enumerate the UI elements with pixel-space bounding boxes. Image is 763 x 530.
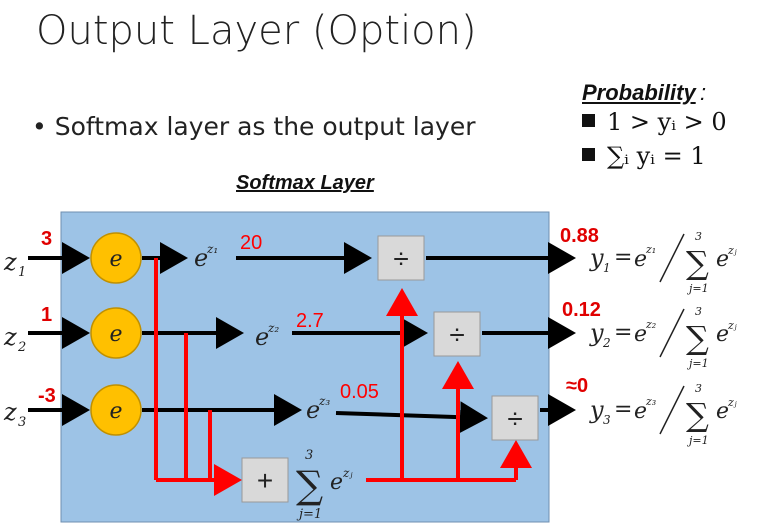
input-value-3: -3 (38, 385, 56, 407)
output-formula-2: y 2 = e z₂ ∑ 3 j=1 e zⱼ (589, 305, 737, 370)
output-sum-3: ∑ (686, 396, 709, 434)
output-sum-1: ∑ (686, 244, 709, 282)
output-den-sup-3: zⱼ (727, 396, 737, 409)
output-sum-2: ∑ (686, 319, 709, 357)
output-den-e-1: e (716, 247, 729, 272)
exp-node-label-3: e (109, 399, 122, 424)
exp-label-2: e (255, 323, 269, 351)
bullet-text: • Softmax layer as the output layer (32, 112, 476, 141)
output-num-e-3: e (634, 399, 647, 424)
input-z1-sub: 1 (18, 265, 26, 280)
output-y2-sub: 2 (602, 336, 611, 350)
input-z3-sub: 3 (18, 415, 26, 430)
sum-sign: ∑ (296, 463, 323, 507)
input-z2-sub: 2 (17, 340, 26, 355)
output-num-sup-2: z₂ (645, 318, 656, 331)
output-y3: y (589, 396, 604, 424)
output-prob-1: 0.88 (560, 225, 599, 247)
output-eq-1: = (614, 245, 632, 270)
probability-item-1: 1 > yᵢ > 0 (582, 108, 727, 136)
output-num-sup-1: z₁ (645, 243, 656, 256)
divide-box-3 (491, 395, 539, 441)
exp-node-label-1: e (109, 247, 122, 272)
output-sum-upper-3: 3 (695, 382, 702, 395)
sum-term-sup: zⱼ (342, 466, 353, 480)
sum-upper: 3 (305, 448, 313, 463)
output-den-sup-1: zⱼ (727, 244, 737, 257)
exp-node-2 (90, 307, 142, 359)
exp-label-3: e (306, 396, 320, 424)
output-num-e-1: e (634, 247, 647, 272)
exp-value-3: 0.05 (340, 381, 379, 403)
output-eq-3: = (614, 397, 632, 422)
sum-term: e (330, 470, 343, 495)
divide-symbol-2: ÷ (449, 319, 464, 350)
exp-value-1: 20 (240, 232, 262, 254)
divide-box-1 (377, 235, 425, 281)
input-z2: z (3, 323, 17, 351)
output-y1: y (589, 244, 604, 272)
output-eq-2: = (614, 320, 632, 345)
output-sum-lower-2: j=1 (686, 357, 709, 370)
bullet-label: Softmax layer as the output layer (54, 112, 476, 141)
exp-label-1: e (194, 244, 208, 272)
input-value-1: 3 (41, 228, 52, 250)
plus-symbol: + (257, 465, 273, 496)
output-y2: y (589, 319, 604, 347)
page-title: Output Layer (Option) (36, 8, 477, 54)
exp-node-1 (90, 232, 142, 284)
input-z1: z (3, 248, 17, 276)
output-num-sup-3: z₃ (645, 395, 656, 408)
sum-lower: j=1 (296, 507, 322, 522)
output-den-sup-2: zⱼ (727, 319, 737, 332)
divide-symbol-1: ÷ (393, 243, 408, 274)
output-sum-upper-1: 3 (695, 230, 702, 243)
exp-value-2: 2.7 (296, 310, 324, 332)
output-num-e-2: e (634, 322, 647, 347)
output-prob-3: ≈0 (566, 375, 588, 397)
divide-box-2 (433, 311, 481, 357)
exp-node-label-2: e (109, 322, 122, 347)
sum-wiring (154, 258, 532, 496)
exp-node-3 (90, 384, 142, 436)
divide-symbol-3: ÷ (507, 403, 522, 434)
output-sum-lower-3: j=1 (686, 434, 709, 447)
output-sum-lower-1: j=1 (686, 282, 709, 295)
softmax-layer-title: Softmax Layer (236, 172, 374, 194)
probability-colon: : (700, 80, 707, 105)
output-formula-1: y 1 = e z₁ ∑ 3 j=1 e zⱼ (589, 230, 737, 295)
output-y1-sub: 1 (603, 261, 611, 275)
output-formula-3: y 3 = e z₃ ∑ 3 j=1 e zⱼ (589, 382, 737, 447)
exp-label-1-sup: z₁ (206, 242, 218, 256)
exp-label-3-sup: z₃ (318, 394, 330, 408)
exp-label-2-sup: z₂ (267, 321, 279, 335)
probability-title: Probability (582, 80, 696, 105)
input-z3: z (3, 398, 17, 426)
output-sum-upper-2: 3 (695, 305, 702, 318)
sum-box (241, 457, 289, 503)
output-y3-sub: 3 (603, 413, 611, 427)
input-value-2: 1 (41, 304, 52, 326)
output-den-e-2: e (716, 322, 729, 347)
output-den-e-3: e (716, 399, 729, 424)
probability-item-2: ∑ᵢ yᵢ = 1 (582, 142, 706, 170)
output-prob-2: 0.12 (562, 299, 601, 321)
